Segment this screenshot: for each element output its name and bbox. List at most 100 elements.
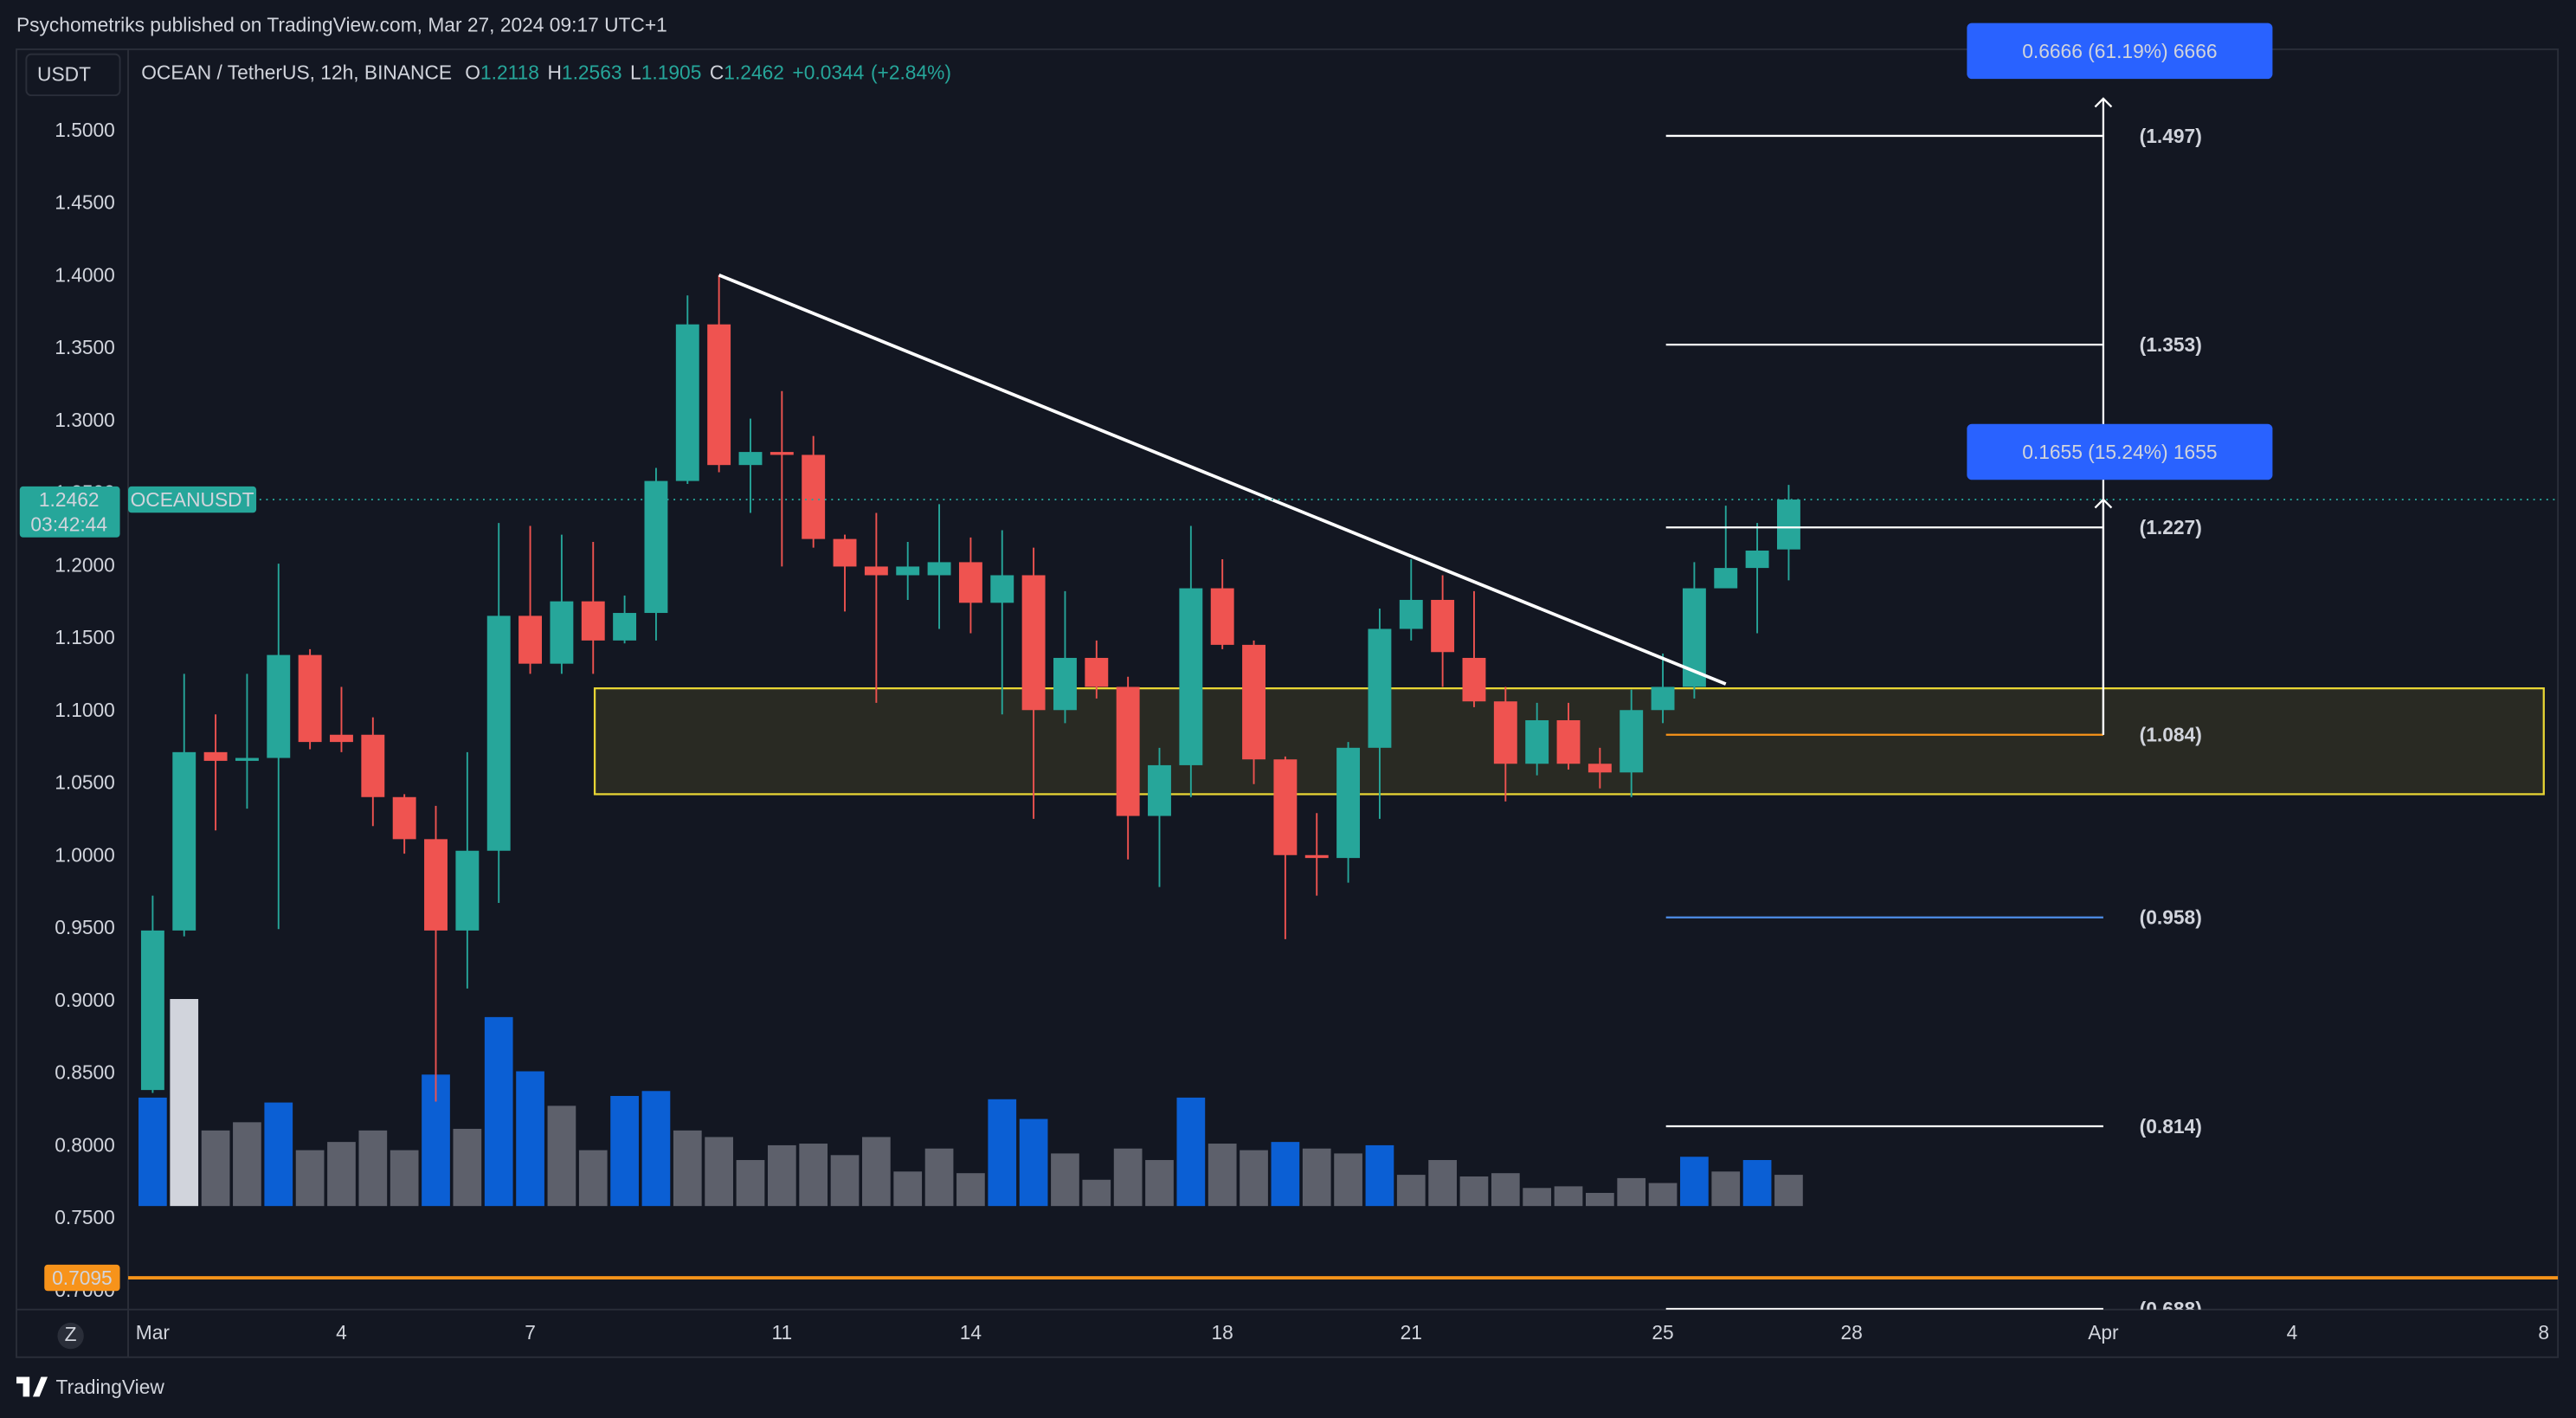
candle-body [613,613,637,641]
candle-body [927,562,951,576]
candle-body [1021,575,1046,711]
y-tick-label: 0.7500 [55,1206,115,1228]
volume-bar [1554,1186,1583,1207]
legend-item: 1.2462 [724,61,784,83]
candle-body [361,734,385,797]
volume-bar [705,1137,733,1207]
timezone-button[interactable] [57,1322,84,1350]
legend-item: 1.1905 [641,61,702,83]
volume-bar [1271,1142,1300,1207]
y-tick-label: 0.8000 [55,1133,115,1156]
volume-bar [610,1095,639,1207]
y-tick-label: 1.2000 [55,553,115,576]
volume-bar [516,1071,544,1207]
candle-body [330,734,353,743]
volume-bar [924,1148,954,1207]
volume-bar [201,1130,230,1207]
volume-bar [1208,1144,1237,1207]
candle-body [1053,657,1077,711]
measure-arrow [2094,97,2113,108]
candle-body [486,616,511,851]
y-tick-label: 1.3500 [55,336,115,358]
candle-body [203,751,228,761]
volume-bar [1774,1175,1803,1207]
volume-bar [767,1144,796,1207]
candle-body [802,454,826,539]
candle-body [267,654,291,758]
volume-bar [1711,1171,1741,1207]
x-tick-label: 25 [1652,1321,1673,1344]
volume-bar [578,1150,608,1207]
candle-body [1525,719,1549,764]
candle-body [1116,686,1140,816]
volume-bar [1113,1148,1143,1207]
candle-body [644,480,668,614]
legend-item: L [630,61,641,83]
volume-bar [327,1142,356,1207]
volume-bar [1491,1173,1520,1207]
volume-bar [830,1155,860,1207]
candle-body [1493,701,1517,764]
candle-body [770,452,794,455]
volume-bar [988,1099,1017,1207]
candle-body [1776,500,1800,550]
trendline [718,273,1727,686]
candle-body [455,850,480,931]
candle-body [1304,854,1329,859]
volume-bar [641,1091,671,1207]
legend-item: (+2.84%) [871,61,951,83]
x-tick-label: Mar [136,1321,171,1344]
fib-label: (1.227) [2140,516,2202,538]
volume-bar [956,1173,985,1207]
volume-bar [358,1130,388,1207]
candle-body [1587,764,1612,773]
candle-body [550,601,574,664]
legend-item: C [710,61,724,83]
volume-bar [1617,1177,1646,1207]
volume-bar [264,1102,293,1207]
candle-body [1368,628,1392,748]
volume-bar [1523,1188,1552,1207]
y-tick-label: 1.1000 [55,699,115,721]
fib-label: (1.084) [2140,724,2202,746]
x-tick-label: 8 [2538,1321,2549,1344]
legend-item: OCEAN / TetherUS, 12h, BINANCE [141,61,452,83]
volume-bar [1680,1157,1709,1207]
candle-body [833,538,857,567]
candle-body [581,601,605,641]
volume-bar [1302,1148,1331,1207]
currency-label[interactable]: USDT [37,62,91,85]
plot-area [128,97,2559,1310]
volume-bar [1648,1183,1678,1207]
last-price-label: 1.2462 [39,488,100,511]
candle-body [864,566,888,576]
candle-body [235,757,259,761]
x-tick-label: 21 [1401,1321,1422,1344]
countdown-label: 03:42:44 [30,512,107,535]
candle-body [1148,764,1171,816]
candle-body [1336,747,1361,859]
candle-body [1462,657,1486,702]
y-tick-label: 1.4500 [55,191,115,214]
volume-bar [1240,1150,1268,1207]
volume-bar [799,1144,828,1207]
candle-body [896,566,920,576]
y-tick-label: 1.0500 [55,771,115,794]
candle-body [424,839,448,931]
volume-bar [673,1130,702,1207]
volume-bar [1051,1153,1079,1207]
x-tick-label: 7 [525,1321,536,1344]
y-tick-label: 1.3000 [55,409,115,431]
measure-label: 0.6666 (61.19%) 6666 [2022,40,2217,62]
volume-bar [1082,1179,1111,1207]
candle-body [738,452,763,466]
y-tick-label: 0.8500 [55,1061,115,1084]
volume-bar [547,1105,576,1207]
candle-body [1620,710,1644,773]
fib-label: (0.814) [2140,1115,2202,1138]
measure-box [1967,423,2273,480]
volume-bar [1019,1118,1048,1207]
timezone-label[interactable]: Z [65,1323,77,1345]
candle-body [1556,719,1581,764]
currency-button[interactable] [25,53,121,97]
